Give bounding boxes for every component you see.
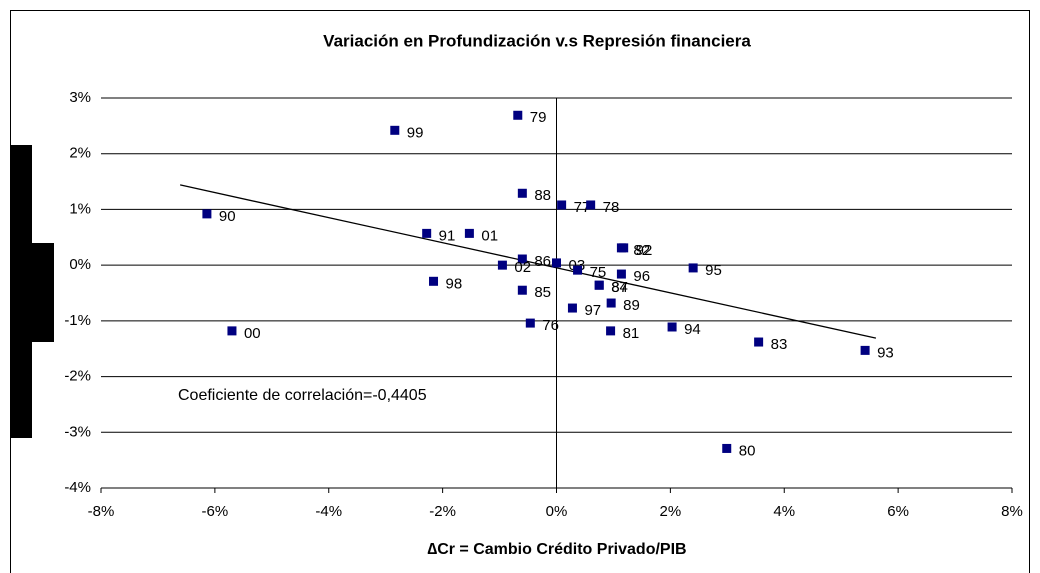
trend-line xyxy=(180,184,877,339)
point-label: 84 xyxy=(611,279,628,296)
x-tick-label: 2% xyxy=(660,503,682,520)
point xyxy=(497,260,507,270)
point-label: 78 xyxy=(603,199,620,216)
point-label: 86 xyxy=(534,253,551,270)
chart-title: Variación en Profundización v.s Represió… xyxy=(323,31,751,50)
point-label: 94 xyxy=(684,321,701,338)
point-label: 76 xyxy=(542,317,559,334)
annotation: Coeficiente de correlación=-0,4405 xyxy=(178,387,427,404)
point xyxy=(557,200,567,210)
redacted-block xyxy=(32,243,54,342)
point xyxy=(667,322,677,332)
x-tick-label: -6% xyxy=(202,503,229,520)
point xyxy=(594,280,604,290)
x-tick-label: 6% xyxy=(887,503,909,520)
y-tick-label: -4% xyxy=(64,479,91,496)
point-label: 02 xyxy=(514,259,531,276)
point-label: 77 xyxy=(574,199,591,216)
point-label: 97 xyxy=(584,302,601,319)
point xyxy=(606,298,616,308)
point-label: 91 xyxy=(439,227,456,244)
point xyxy=(619,243,629,253)
redacted-block xyxy=(10,145,32,438)
x-axis-label: ∆Cr = Cambio Crédito Privado/PIB xyxy=(427,541,686,558)
point xyxy=(722,443,732,453)
point xyxy=(688,263,698,273)
point xyxy=(586,200,596,210)
point xyxy=(860,345,870,355)
point xyxy=(606,326,616,336)
x-tick-label: 0% xyxy=(546,503,568,520)
point xyxy=(429,276,439,286)
point-label: 87 xyxy=(611,279,628,296)
point xyxy=(202,209,212,219)
point xyxy=(754,337,764,347)
point-label: 82 xyxy=(633,242,650,259)
x-tick-label: -4% xyxy=(315,503,342,520)
point-label: 98 xyxy=(446,275,463,292)
point-label: 85 xyxy=(534,284,551,301)
point-label: 79 xyxy=(530,109,547,126)
point xyxy=(464,228,474,238)
x-tick-label: 8% xyxy=(1001,503,1023,520)
point-label: 89 xyxy=(623,297,640,314)
point xyxy=(227,326,237,336)
y-tick-label: 2% xyxy=(69,145,91,162)
y-tick-label: -3% xyxy=(64,423,91,440)
point-label: 83 xyxy=(771,336,788,353)
point-label: 92 xyxy=(636,242,653,259)
point xyxy=(567,303,577,313)
point xyxy=(552,258,561,268)
point-label: 96 xyxy=(633,268,650,285)
point-label: 75 xyxy=(590,264,607,281)
point-label: 01 xyxy=(481,227,498,244)
point xyxy=(390,125,400,135)
x-tick-label: -8% xyxy=(88,503,115,520)
point-label: 81 xyxy=(623,325,640,342)
point-label: 00 xyxy=(244,325,261,342)
x-tick-label: 4% xyxy=(773,503,795,520)
point-label: 95 xyxy=(705,262,722,279)
y-tick-label: 0% xyxy=(69,256,91,273)
point xyxy=(422,228,432,238)
y-tick-label: -1% xyxy=(64,312,91,329)
point xyxy=(525,318,535,328)
y-tick-label: 1% xyxy=(69,200,91,217)
point xyxy=(513,110,523,120)
point xyxy=(573,265,583,275)
point xyxy=(616,269,626,279)
point-label: 99 xyxy=(407,124,424,141)
x-tick-label: -2% xyxy=(429,503,456,520)
point xyxy=(517,254,527,264)
point-label: 93 xyxy=(877,344,894,361)
point xyxy=(517,285,527,295)
point xyxy=(517,188,527,198)
point-label: 90 xyxy=(219,208,236,225)
y-tick-label: 3% xyxy=(69,89,91,106)
y-tick-label: -2% xyxy=(64,368,91,385)
point-label: 80 xyxy=(739,442,756,459)
point-label: 88 xyxy=(534,187,551,204)
